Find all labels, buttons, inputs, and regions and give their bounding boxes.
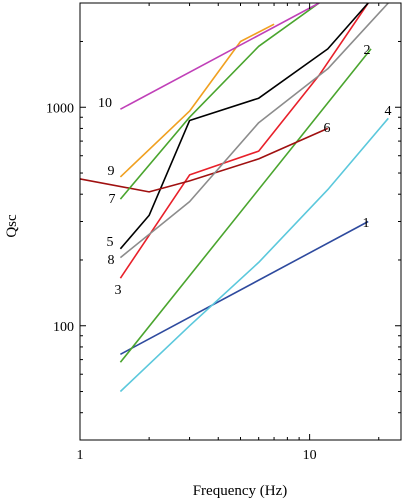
series-line-5 xyxy=(119,3,369,250)
series-line-10 xyxy=(120,3,320,110)
series-line-9 xyxy=(119,23,275,178)
series-line-3 xyxy=(119,3,369,279)
series-label-3: 3 xyxy=(115,283,122,298)
ticks-layer: 1 10 100 1000 xyxy=(46,2,401,463)
series-label-10: 10 xyxy=(98,96,112,111)
x-tick-label: 1 xyxy=(77,448,84,463)
series-layer xyxy=(80,3,389,393)
series-line-8 xyxy=(119,3,389,259)
series-line-6 xyxy=(80,127,329,193)
series-label-5: 5 xyxy=(107,235,114,250)
series-label-6: 6 xyxy=(324,121,331,136)
y-tick-label: 1000 xyxy=(46,101,74,116)
series-line-1 xyxy=(120,220,369,356)
x-axis-title: Frequency (Hz) xyxy=(193,483,288,499)
y-axis-title: Qsc xyxy=(4,214,20,238)
series-line-4 xyxy=(119,117,389,393)
series-label-4: 4 xyxy=(385,104,392,119)
x-tick-label: 10 xyxy=(303,448,317,463)
series-label-9: 9 xyxy=(108,164,115,179)
y-tick-label: 100 xyxy=(53,320,74,335)
series-line-2 xyxy=(119,48,372,363)
series-label-8: 8 xyxy=(108,253,115,268)
series-label-7: 7 xyxy=(109,192,116,207)
series-label-2: 2 xyxy=(364,43,371,58)
series-label-1: 1 xyxy=(363,216,370,231)
labels-layer: 1 2 3 4 5 6 7 8 9 10 xyxy=(98,43,392,298)
series-line-7 xyxy=(119,3,320,200)
